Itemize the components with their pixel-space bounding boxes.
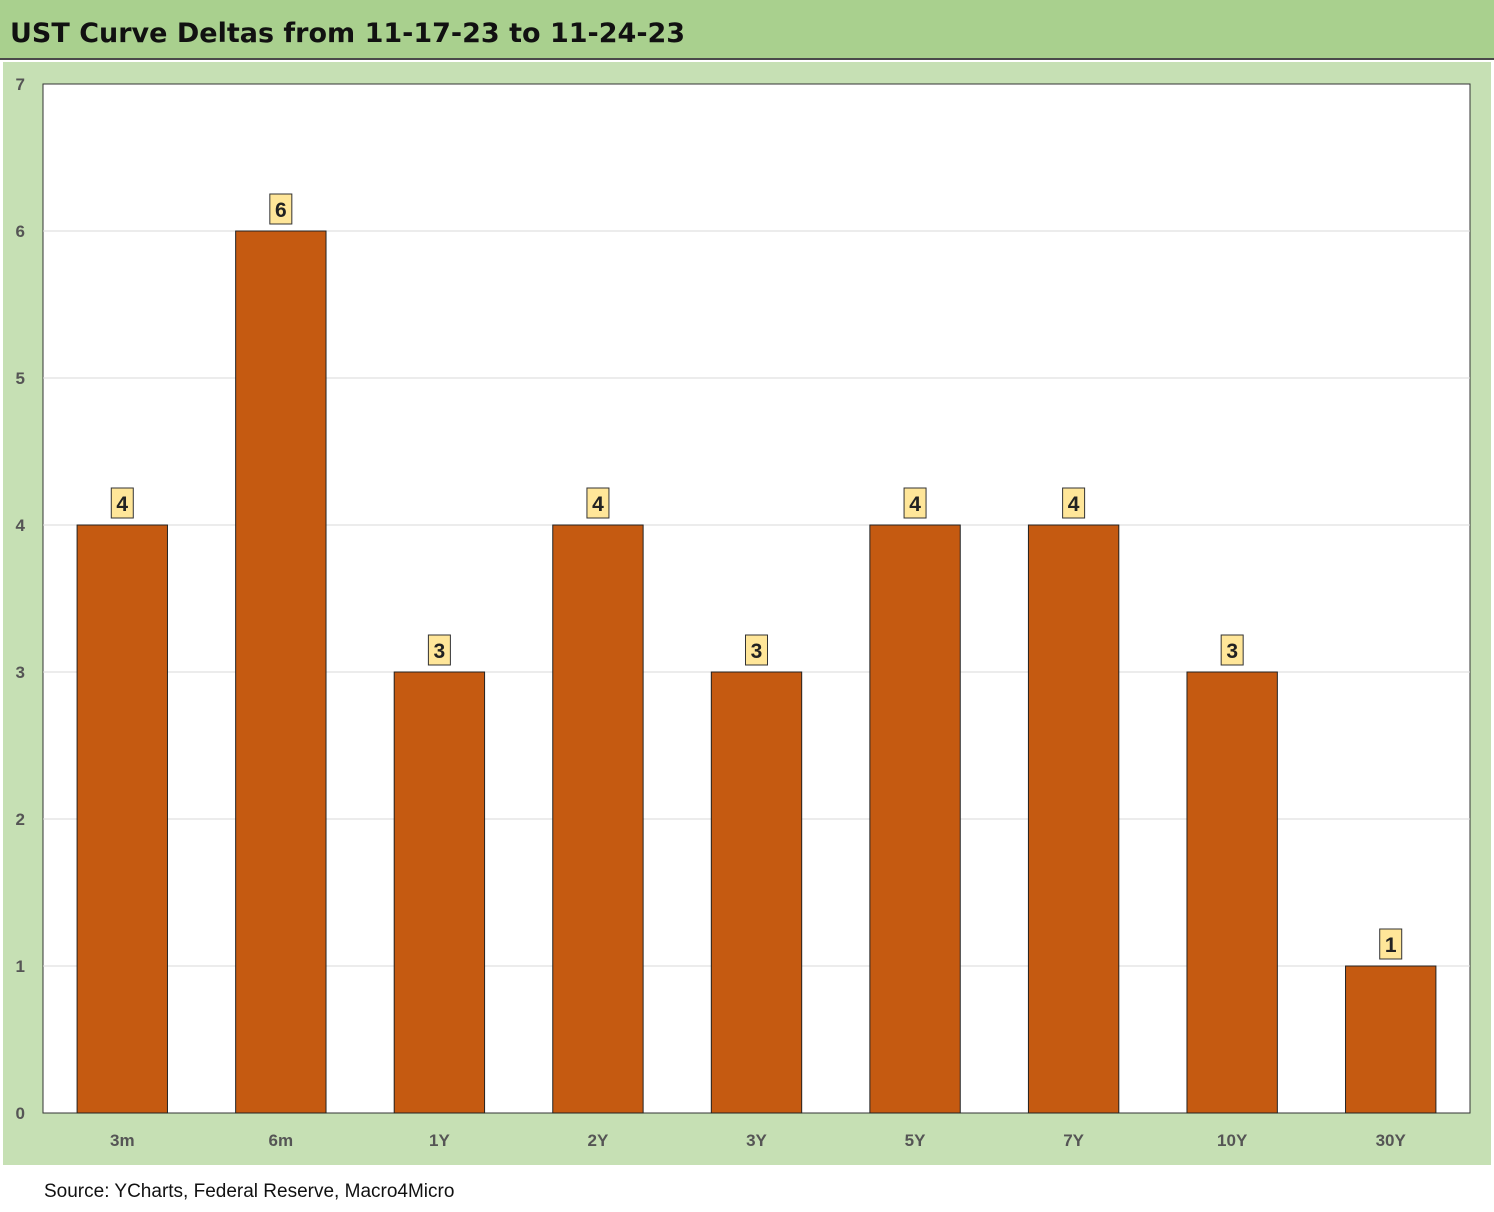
bar bbox=[76, 524, 168, 1114]
y-tick-label: 5 bbox=[16, 369, 25, 388]
data-label-text: 4 bbox=[116, 493, 128, 516]
data-labels: 4 6 3 4 3 4 4 3 1 bbox=[110, 193, 1403, 960]
chart-title: UST Curve Deltas from 11-17-23 to 11-24-… bbox=[10, 18, 686, 49]
data-label-box bbox=[110, 487, 134, 519]
data-label-box bbox=[427, 634, 451, 666]
data-label: 4 bbox=[903, 487, 927, 519]
bar bbox=[393, 671, 486, 1114]
title-bar: UST Curve Deltas from 11-17-23 to 11-24-… bbox=[0, 0, 1494, 60]
data-label-text: 4 bbox=[909, 493, 921, 516]
bar bbox=[552, 524, 644, 1114]
data-label: 3 bbox=[1220, 634, 1244, 666]
source-note: Source: YCharts, Federal Reserve, Macro4… bbox=[44, 1181, 455, 1202]
bar bbox=[1027, 524, 1120, 1114]
bar bbox=[1186, 671, 1278, 1114]
bar bbox=[235, 230, 327, 1114]
bars bbox=[76, 230, 1437, 1114]
bar bbox=[869, 524, 961, 1114]
data-label: 4 bbox=[1062, 487, 1086, 519]
y-axis-ticks: 0 1 2 3 4 5 6 7 bbox=[16, 75, 26, 1123]
x-tick-label: 2Y bbox=[588, 1131, 609, 1150]
x-tick-label: 10Y bbox=[1217, 1131, 1248, 1150]
y-tick-label: 6 bbox=[16, 222, 25, 241]
data-label: 3 bbox=[745, 634, 768, 666]
chart-area: 0 1 2 3 4 5 6 7 4 6 3 4 3 4 4 3 1 3m 6m 1Y 2Y 3Y 5Y 7Y 10Y 30Y bbox=[3, 62, 1491, 1165]
data-label-text: 3 bbox=[1226, 640, 1238, 663]
data-label-text: 3 bbox=[434, 640, 446, 663]
y-tick-label: 3 bbox=[16, 663, 25, 682]
data-label: 4 bbox=[586, 487, 610, 519]
y-tick-label: 2 bbox=[16, 810, 25, 829]
bar bbox=[1345, 965, 1437, 1114]
data-label-box bbox=[269, 193, 293, 225]
x-tick-label: 6m bbox=[269, 1131, 294, 1150]
data-label-box bbox=[1220, 634, 1244, 666]
data-label: 1 bbox=[1379, 928, 1403, 960]
x-tick-label: 3m bbox=[110, 1131, 135, 1150]
data-label-box bbox=[586, 487, 610, 519]
data-label-text: 4 bbox=[592, 493, 604, 516]
x-tick-label: 7Y bbox=[1063, 1131, 1084, 1150]
data-label-text: 4 bbox=[1068, 493, 1080, 516]
x-tick-label: 1Y bbox=[429, 1131, 450, 1150]
data-label-box bbox=[1379, 928, 1403, 960]
data-label-box bbox=[1062, 487, 1086, 519]
y-tick-label: 1 bbox=[16, 957, 25, 976]
data-label-text: 3 bbox=[751, 640, 763, 663]
bar-chart: 0 1 2 3 4 5 6 7 4 6 3 4 3 4 4 3 1 3m 6m 1Y 2Y 3Y 5Y 7Y 10Y 30Y bbox=[16, 75, 1471, 1150]
bar bbox=[710, 671, 803, 1114]
y-tick-label: 7 bbox=[16, 75, 25, 94]
data-label-text: 6 bbox=[275, 199, 287, 222]
x-tick-label: 5Y bbox=[905, 1131, 926, 1150]
x-tick-label: 30Y bbox=[1376, 1131, 1407, 1150]
data-label-box bbox=[745, 634, 768, 666]
data-label: 6 bbox=[269, 193, 293, 225]
x-axis-ticks: 3m 6m 1Y 2Y 3Y 5Y 7Y 10Y 30Y bbox=[110, 1131, 1407, 1150]
x-tick-label: 3Y bbox=[746, 1131, 767, 1150]
data-label: 3 bbox=[427, 634, 451, 666]
y-tick-label: 4 bbox=[16, 516, 26, 535]
y-tick-label: 0 bbox=[16, 1104, 25, 1123]
data-label-text: 1 bbox=[1385, 934, 1397, 957]
data-label: 4 bbox=[110, 487, 134, 519]
data-label-box bbox=[903, 487, 927, 519]
